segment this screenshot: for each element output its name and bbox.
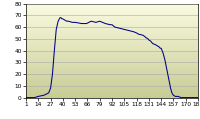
Bar: [26, 36, 198, 37]
Bar: [26, 27, 198, 28]
Bar: [26, 21, 198, 22]
Bar: [26, 40, 198, 41]
Bar: [26, 49, 198, 50]
Bar: [26, 34, 198, 35]
Bar: [26, 80, 198, 81]
Bar: [26, 6, 198, 7]
Bar: [26, 26, 198, 27]
Bar: [26, 81, 198, 82]
Bar: [26, 95, 198, 96]
Bar: [26, 20, 198, 21]
Bar: [26, 16, 198, 17]
Bar: [26, 83, 198, 84]
Bar: [26, 75, 198, 76]
Bar: [26, 13, 198, 14]
Bar: [26, 52, 198, 53]
Bar: [26, 38, 198, 39]
Bar: [26, 10, 198, 11]
Bar: [26, 9, 198, 10]
Bar: [26, 78, 198, 79]
Bar: [26, 55, 198, 56]
Bar: [26, 28, 198, 29]
Bar: [26, 11, 198, 12]
Bar: [26, 39, 198, 40]
Bar: [26, 31, 198, 32]
Bar: [26, 14, 198, 15]
Bar: [26, 56, 198, 57]
Bar: [26, 51, 198, 52]
Bar: [26, 22, 198, 23]
Bar: [26, 90, 198, 91]
Bar: [26, 91, 198, 92]
Bar: [26, 4, 198, 5]
Bar: [26, 41, 198, 42]
Bar: [26, 67, 198, 68]
Bar: [26, 44, 198, 45]
Bar: [26, 29, 198, 30]
Bar: [26, 61, 198, 62]
Bar: [26, 88, 198, 89]
Bar: [26, 96, 198, 97]
Bar: [26, 33, 198, 34]
Bar: [26, 46, 198, 47]
Bar: [26, 24, 198, 25]
Bar: [26, 60, 198, 61]
Bar: [26, 73, 198, 74]
Bar: [26, 74, 198, 75]
Bar: [26, 63, 198, 64]
Bar: [26, 18, 198, 19]
Bar: [26, 89, 198, 90]
Bar: [26, 69, 198, 70]
Bar: [26, 15, 198, 16]
Bar: [26, 84, 198, 85]
Bar: [26, 66, 198, 67]
Bar: [26, 70, 198, 71]
Bar: [26, 76, 198, 77]
Bar: [26, 97, 198, 98]
Bar: [26, 35, 198, 36]
Bar: [26, 43, 198, 44]
Bar: [26, 59, 198, 60]
Bar: [26, 58, 198, 59]
Bar: [26, 54, 198, 55]
Bar: [26, 77, 198, 78]
Bar: [26, 5, 198, 6]
Bar: [26, 25, 198, 26]
Bar: [26, 93, 198, 94]
Bar: [26, 17, 198, 18]
Bar: [26, 85, 198, 86]
Bar: [26, 19, 198, 20]
Bar: [26, 86, 198, 87]
Bar: [26, 79, 198, 80]
Bar: [26, 7, 198, 8]
Bar: [26, 62, 198, 63]
Bar: [26, 32, 198, 33]
Bar: [26, 12, 198, 13]
Bar: [26, 94, 198, 95]
Bar: [26, 47, 198, 48]
Bar: [26, 87, 198, 88]
Bar: [26, 72, 198, 73]
Bar: [26, 37, 198, 38]
Bar: [26, 57, 198, 58]
Bar: [26, 68, 198, 69]
Bar: [26, 42, 198, 43]
Bar: [26, 50, 198, 51]
Bar: [26, 23, 198, 24]
Bar: [26, 64, 198, 65]
Bar: [26, 92, 198, 93]
Bar: [26, 8, 198, 9]
Bar: [26, 53, 198, 54]
Bar: [26, 48, 198, 49]
Bar: [26, 65, 198, 66]
Bar: [26, 30, 198, 31]
Bar: [26, 71, 198, 72]
Bar: [26, 45, 198, 46]
Bar: [26, 82, 198, 83]
